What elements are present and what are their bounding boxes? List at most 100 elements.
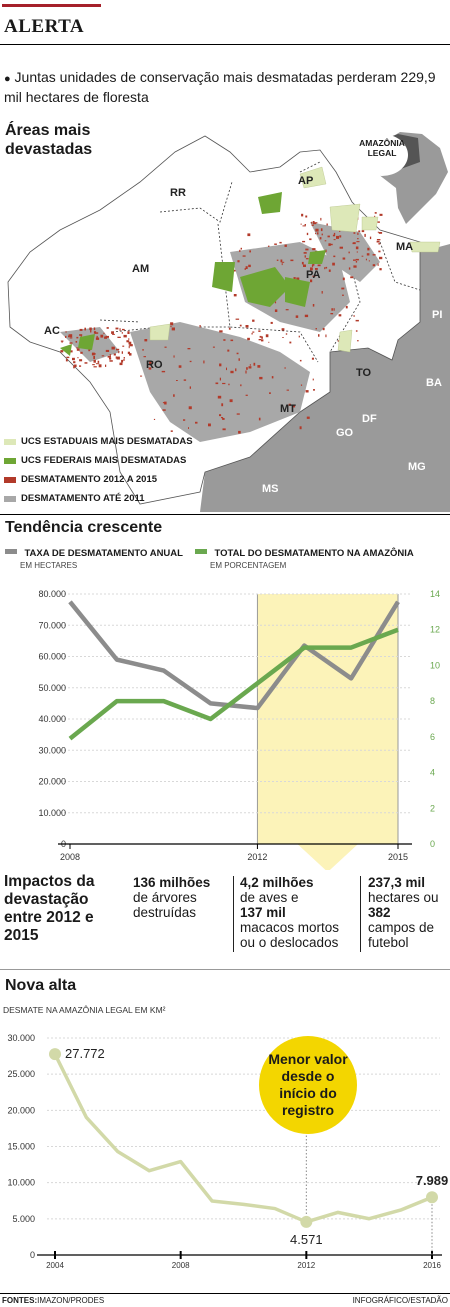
alta-chart: 0 5.000 10.000 15.000 20.000 25.000 30.000 2004…: [7, 1033, 449, 1270]
state-label-pa: PA: [306, 269, 321, 281]
section-title: ALERTA: [4, 16, 85, 37]
deforestation-speck: [80, 335, 82, 338]
deforestation-speck: [357, 238, 359, 240]
deforestation-speck: [246, 367, 248, 370]
deforestation-speck: [322, 327, 325, 331]
deforestation-speck: [376, 240, 380, 243]
y-left-tick-label: 10.000: [38, 808, 66, 818]
impact-monkeys-number: 137 mil: [240, 905, 286, 920]
deforestation-speck: [97, 360, 100, 363]
deforestation-speck: [95, 337, 100, 340]
deforestation-speck: [93, 356, 95, 359]
state-label-pi: PI: [432, 309, 442, 321]
deforestation-speck: [148, 367, 152, 370]
deforestation-speck: [118, 351, 120, 354]
deforestation-speck: [88, 348, 91, 352]
deforestation-speck: [173, 355, 175, 358]
deforestation-speck: [327, 235, 330, 238]
deforestation-speck: [235, 318, 240, 320]
y-right-tick-label: 0: [430, 839, 435, 849]
data-label: 7.989: [416, 1173, 449, 1188]
deforestation-speck: [245, 325, 249, 328]
y-right-tick-label: 10: [430, 660, 440, 670]
legend-right-label: TOTAL DO DESMATAMENTO NA AMAZÔNIA: [214, 548, 414, 559]
deforestation-speck: [140, 375, 143, 377]
deforestation-speck: [76, 347, 80, 349]
footer-credit: INFOGRÁFICO/ESTADÃO: [352, 1296, 448, 1305]
deforestation-speck: [312, 263, 315, 266]
deforestation-speck: [320, 217, 322, 221]
deforestation-speck: [309, 238, 312, 241]
deforestation-speck: [305, 390, 309, 393]
deforestation-speck: [300, 223, 302, 225]
deforestation-speck: [321, 233, 323, 236]
deforestation-speck: [129, 353, 132, 356]
deforestation-speck: [75, 341, 78, 343]
deforestation-speck: [90, 329, 92, 333]
deforestation-speck: [345, 305, 348, 309]
deforestation-speck: [361, 230, 365, 233]
legend-item: DESMATAMENTO 2012 A 2015: [4, 470, 193, 489]
deforestation-speck: [84, 327, 86, 331]
map-title-line2: devastadas: [5, 141, 93, 158]
state-label-ap: AP: [298, 175, 313, 187]
deforestation-speck: [170, 322, 174, 326]
deforestation-speck: [247, 337, 250, 341]
legend-swatch: [4, 457, 16, 464]
impacts-title: Impactos da devastação entre 2012 e 2015: [4, 873, 95, 944]
deforestation-speck: [357, 232, 359, 235]
deforestation-speck: [251, 332, 253, 335]
deforestation-speck: [93, 366, 97, 368]
deforestation-speck: [128, 338, 130, 340]
deforestation-speck: [312, 304, 315, 307]
trend-title: Tendência crescente: [5, 519, 163, 536]
state-label-to: TO: [356, 367, 372, 379]
deforestation-speck: [76, 336, 79, 339]
map-legend: UCS ESTADUAIS MAIS DESMATADAS UCS FEDERA…: [4, 432, 193, 508]
deforestation-speck: [315, 268, 318, 270]
deforestation-speck: [368, 260, 370, 262]
deforestation-speck: [258, 417, 261, 421]
y-right-tick-label: 8: [430, 696, 435, 706]
deforestation-speck: [310, 267, 313, 271]
y-left-tick-label: 80.000: [38, 589, 66, 599]
deforestation-speck: [355, 330, 358, 332]
deforestation-speck: [188, 427, 189, 429]
deforestation-speck: [336, 235, 339, 239]
deforestation-speck: [326, 223, 328, 226]
deforestation-speck: [117, 336, 121, 338]
deforestation-speck: [89, 327, 92, 331]
deforestation-speck: [325, 334, 327, 338]
x-tick-label: 2015: [388, 852, 408, 862]
deforestation-speck: [111, 331, 114, 334]
deforestation-speck: [149, 362, 152, 366]
deforestation-speck: [221, 403, 224, 407]
y-right-tick-label: 12: [430, 625, 440, 635]
deforestation-speck: [164, 401, 167, 405]
impact-hectares: 237,3 mil hectares ou 382 campos de fute…: [368, 875, 448, 950]
x-tick-label: 2012: [247, 852, 267, 862]
deforestation-speck: [219, 330, 223, 333]
series-line-total: [68, 627, 399, 741]
deforestation-speck: [126, 340, 130, 343]
deforestation-speck: [221, 417, 224, 419]
deforestation-speck: [74, 364, 77, 367]
deforestation-speck: [92, 364, 95, 366]
deforestation-speck: [377, 231, 379, 233]
deforestation-speck: [235, 368, 237, 372]
trend-legend-left: TAXA DE DESMATAMENTO ANUAL EM HECTARES: [5, 543, 183, 570]
map-title-line1: Áreas mais: [5, 122, 91, 139]
series-line-rate: [68, 600, 400, 711]
deforestation-speck: [312, 248, 316, 251]
deforestation-speck: [123, 334, 127, 338]
deforestation-speck: [95, 363, 100, 365]
deforestation-speck: [242, 255, 246, 257]
deforestation-speck: [290, 259, 294, 262]
data-label: 4.571: [290, 1232, 323, 1247]
impact-hectares-number: 237,3 mil: [368, 875, 426, 890]
deforestation-speck: [178, 365, 182, 368]
deforestation-speck: [333, 255, 336, 258]
deforestation-speck: [122, 328, 125, 331]
legend-item: UCS FEDERAIS MAIS DESMATADAS: [4, 451, 193, 470]
deforestation-speck: [129, 344, 133, 347]
